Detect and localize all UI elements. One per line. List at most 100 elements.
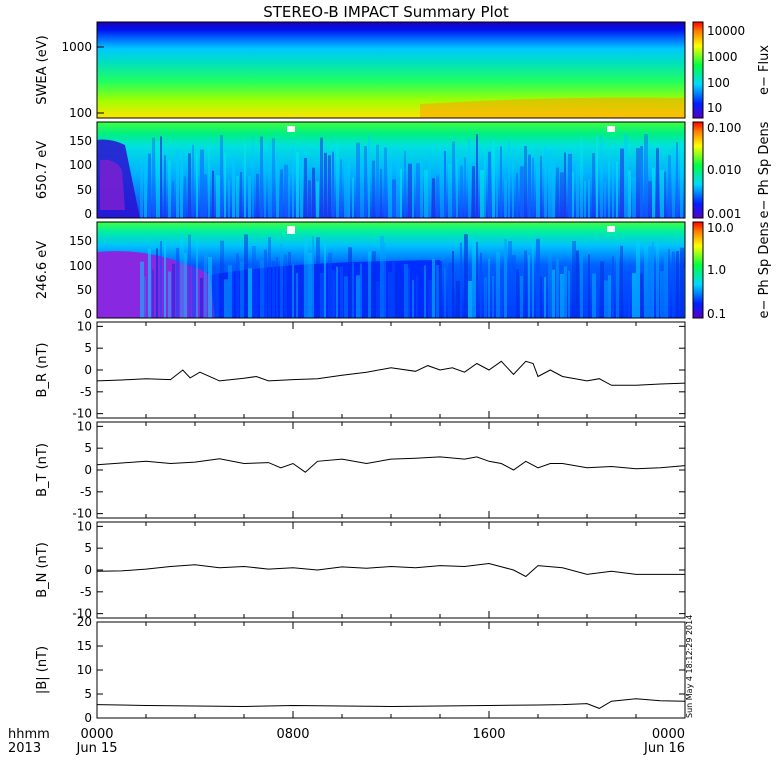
spectrogram-streak <box>184 176 186 218</box>
spectrogram-streak <box>644 245 648 318</box>
ytick: 5 <box>84 341 92 355</box>
spectrogram-streak <box>232 270 234 318</box>
ytick: 5 <box>84 687 92 701</box>
spectrogram-streak <box>312 236 314 318</box>
spectrogram-streak <box>444 150 446 218</box>
spectrogram-streak <box>672 146 675 218</box>
spectrogram-streak <box>496 252 500 318</box>
spectrogram-streak <box>332 151 334 218</box>
spectrogram-streak <box>560 273 564 318</box>
colorbar-tick: 0.010 <box>707 163 741 177</box>
spectrogram-streak <box>604 280 608 318</box>
spectrogram-streak <box>612 156 614 218</box>
spectrogram-streak <box>484 148 486 218</box>
spectrogram-streak <box>576 164 579 218</box>
spectrogram-streak <box>632 273 636 318</box>
spectrogram-streak <box>656 148 659 218</box>
spectrogram-streak <box>352 262 354 318</box>
spectrogram-streak <box>640 273 643 318</box>
swea-ytick: 1000 <box>61 40 92 54</box>
spectrogram-streak <box>556 258 559 318</box>
spectrogram-streak <box>388 157 392 218</box>
spectrogram-streak <box>580 249 583 318</box>
spectrogram-streak <box>188 234 191 318</box>
frame-650ev <box>96 121 686 219</box>
gap-marker <box>607 126 615 132</box>
gap-marker <box>287 126 295 132</box>
colorbar-flux: 10 100 1000 10000 e− Flux <box>692 21 772 119</box>
ytick: 0 <box>84 463 92 477</box>
spectrogram-streak <box>284 164 288 218</box>
spectrogram-streak <box>164 238 166 318</box>
spectrogram-streak <box>356 142 360 218</box>
spectrogram-streak <box>348 165 350 218</box>
ylabel: |B| (nT) <box>35 646 50 694</box>
spectrogram-streak <box>140 160 143 218</box>
generation-timestamp: Sun May 4 18:12:29 2014 <box>685 615 694 718</box>
spectrogram-streak <box>240 172 242 218</box>
ytick: 10 <box>77 519 92 533</box>
spectrogram-streak <box>180 150 183 218</box>
spectrogram-streak <box>600 134 603 218</box>
swea-ylabel: SWEA (eV) <box>35 35 50 104</box>
spectrogram-streak <box>304 235 308 318</box>
spectrogram-streak <box>656 242 659 318</box>
spectrogram-streak <box>516 269 519 318</box>
spectrogram-streak <box>144 158 147 218</box>
colorbar-tick: 1000 <box>707 50 738 64</box>
spectrogram-streak <box>500 146 502 218</box>
spectrogram-streak <box>392 179 396 218</box>
spectrogram-streak <box>648 246 652 318</box>
spectrogram-streak <box>488 258 490 318</box>
spectrogram-streak <box>368 135 370 218</box>
spectrogram-streak <box>396 269 398 318</box>
ytick: 0 <box>84 563 92 577</box>
ytick: 5 <box>84 441 92 455</box>
spectrogram-streak <box>388 271 392 318</box>
spectrogram-streak <box>224 279 228 318</box>
time-axis-year-label: 2013 <box>8 741 41 756</box>
spectrogram-streak <box>604 181 606 218</box>
spectrogram-streak <box>196 239 198 318</box>
spectrogram-streak <box>452 141 455 218</box>
spectrogram-streak <box>568 270 570 318</box>
ylabel: B_N (nT) <box>35 542 50 598</box>
field-line-panels: -10 -5 0 5 10 B_R (nT) -10 -5 0 5 10 B_T (nT) -10 -5 0… <box>35 319 686 725</box>
spectrogram-streak <box>168 160 171 218</box>
spectrogram-streak <box>200 277 203 318</box>
spectrogram-streak <box>244 234 248 318</box>
colorbar-246ev: 0.1 1.0 10.0 e− Ph Sp Dens <box>692 221 772 321</box>
spectrogram-streak <box>636 148 640 218</box>
spectrogram-streak <box>420 269 422 318</box>
spectrogram-streak <box>432 178 435 218</box>
spectrogram-streak <box>432 259 435 318</box>
gap-marker <box>287 226 295 234</box>
spectrogram-streak <box>480 252 482 318</box>
spectrogram-streak <box>544 277 546 318</box>
spectrogram-streak <box>320 137 323 218</box>
spectrogram-streak <box>296 273 298 318</box>
spectrogram-streak <box>444 268 446 318</box>
ytick: 100 <box>69 158 92 172</box>
spectrogram-streak <box>312 167 315 218</box>
spectrogram-streak <box>256 173 259 218</box>
ytick: 50 <box>77 283 92 297</box>
time-axis: hhmm 2013 0000 0800 1600 0000 Jun 15 Jun… <box>8 727 685 756</box>
spectrogram-streak <box>240 261 244 318</box>
panel-frame <box>96 521 686 619</box>
ytick: -10 <box>72 607 92 621</box>
spectrogram-streak <box>484 277 487 318</box>
spectrogram-streak <box>168 271 171 318</box>
colorbar-tick: 0.1 <box>707 307 726 321</box>
spectrogram-streak <box>356 275 360 318</box>
spectrogram-streak <box>376 144 379 218</box>
spectrogram-streak <box>468 138 471 218</box>
spectrogram-streak <box>164 155 166 218</box>
ytick: 10 <box>77 319 92 333</box>
spectrogram-streak <box>616 161 618 218</box>
spectrogram-streak <box>588 179 590 218</box>
spectrogram-streak <box>300 266 304 318</box>
spectrogram-streak <box>260 260 264 318</box>
spectrogram-streak <box>632 176 636 218</box>
time-axis-unit-label: hhmm <box>8 727 50 742</box>
